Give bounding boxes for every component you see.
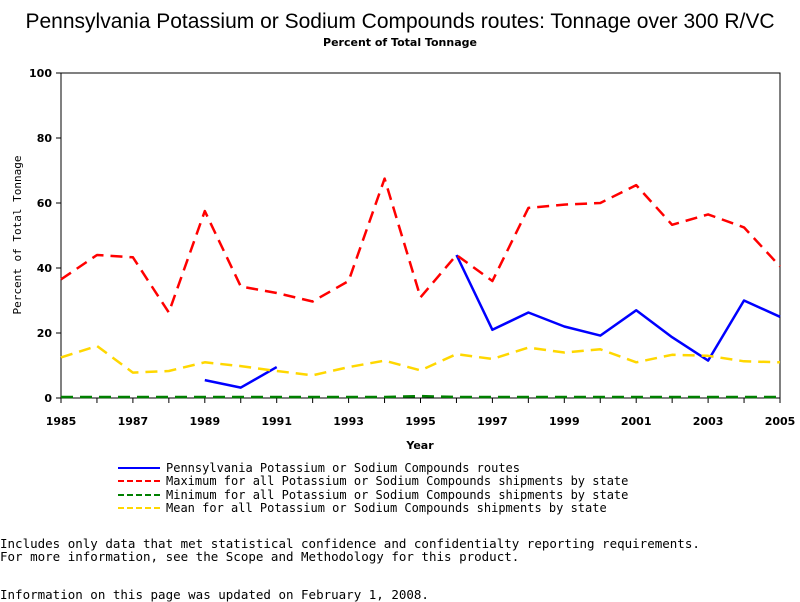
series-line-0 [455,254,781,362]
chart-legend: Pennsylvania Potassium or Sodium Compoun… [118,461,628,515]
legend-item: Mean for all Potassium or Sodium Compoun… [118,501,628,516]
y-tick-label: 0 [44,392,52,405]
chart-subtitle: Percent of Total Tonnage [323,36,477,49]
x-tick-label: 1985 [46,415,77,428]
legend-swatch [118,507,160,510]
y-tick-label: 80 [37,132,53,145]
legend-label: Mean for all Potassium or Sodium Compoun… [166,501,607,516]
legend-item: Minimum for all Potassium or Sodium Comp… [118,488,628,502]
x-tick-label: 2005 [765,415,796,428]
y-tick-label: 20 [37,327,53,340]
x-tick-label: 1993 [333,415,364,428]
legend-swatch [118,480,160,483]
y-axis-label: Percent of Total Tonnage [11,156,24,315]
x-tick-label: 1991 [261,415,292,428]
legend-swatch [118,493,160,496]
legend-label: Maximum for all Potassium or Sodium Comp… [166,474,629,489]
x-tick-label: 1999 [549,415,580,428]
plot-frame [60,72,781,399]
updated-note: Information on this page was updated on … [0,587,429,602]
y-tick-label: 40 [37,262,53,275]
legend-swatch [118,466,160,469]
x-tick-label: 1995 [405,415,436,428]
x-tick-label: 2001 [621,415,652,428]
x-axis-label: Year [405,439,434,452]
chart-title: Pennsylvania Potassium or Sodium Compoun… [25,10,775,33]
series-line-2 [61,394,780,399]
legend-label: Minimum for all Potassium or Sodium Comp… [166,487,629,502]
x-tick-label: 1989 [189,415,220,428]
methodology-note: For more information, see the Scope and … [0,549,520,564]
legend-item: Pennsylvania Potassium or Sodium Compoun… [118,461,628,475]
series-line-1 [60,177,781,314]
series-layer [60,177,781,399]
x-tick-label: 2003 [693,415,724,428]
x-tick-label: 1987 [118,415,149,428]
y-tick-label: 60 [37,197,53,210]
axes-layer: 0 20 40 60 80 100 1985 1987 1989 1991 1993 1995 1997… [29,67,795,428]
series-line-0 [204,366,278,389]
legend-item: Maximum for all Potassium or Sodium Comp… [118,474,629,489]
confidence-note: Includes only data that met statistical … [0,536,700,551]
series-line-3 [60,344,781,377]
x-tick-label: 1997 [477,415,508,428]
y-tick-label: 100 [29,67,52,80]
legend-label: Pennsylvania Potassium or Sodium Compoun… [166,460,521,475]
